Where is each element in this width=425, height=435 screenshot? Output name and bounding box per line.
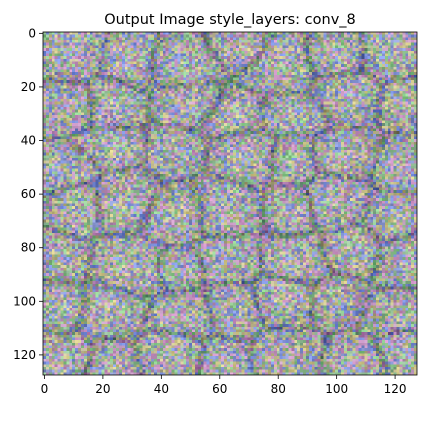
x-tick-label: 120 — [384, 382, 407, 396]
y-tick-label: 120 — [13, 348, 36, 362]
image-area — [42, 31, 418, 376]
axes-frame — [42, 31, 418, 376]
y-axis: 0 20 40 60 80 100 120 — [13, 26, 43, 362]
x-tick-label: 20 — [95, 382, 110, 396]
x-axis: 0 20 40 60 80 100 120 — [41, 375, 407, 396]
y-tick-label: 100 — [13, 294, 36, 308]
x-tick-label: 80 — [271, 382, 286, 396]
x-tick-label: 0 — [41, 382, 49, 396]
chart-title: Output Image style_layers: conv_8 — [104, 12, 356, 28]
x-tick-label: 40 — [154, 382, 169, 396]
y-tick-label: 20 — [21, 80, 36, 94]
y-tick-label: 60 — [21, 187, 36, 201]
x-tick-label: 100 — [325, 382, 348, 396]
y-tick-label: 0 — [28, 26, 36, 40]
x-tick-label: 60 — [212, 382, 227, 396]
y-tick-label: 80 — [21, 241, 36, 255]
y-tick-label: 40 — [21, 134, 36, 148]
output-image-canvas — [43, 32, 417, 375]
